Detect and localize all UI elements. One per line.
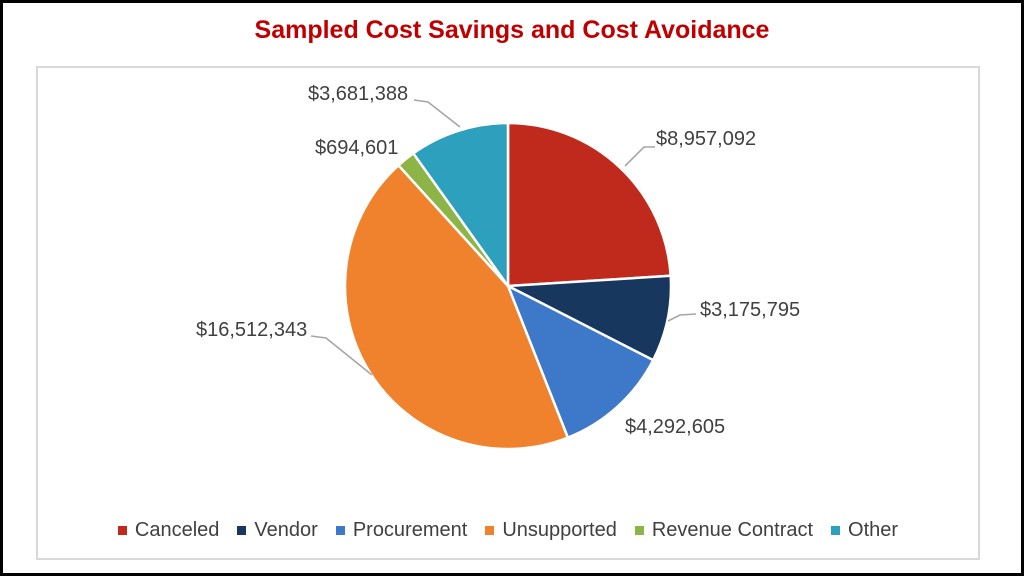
pie-chart bbox=[310, 99, 697, 451]
legend-label-unsupported: Unsupported bbox=[502, 518, 617, 541]
legend-label-procurement: Procurement bbox=[352, 518, 468, 541]
legend-marker-vendor bbox=[237, 525, 247, 535]
pie-slice-procurement[interactable] bbox=[506, 284, 655, 439]
leader-line-vendor bbox=[667, 313, 697, 322]
data-label-revenue-contract: $694,601 bbox=[315, 137, 399, 159]
chart-title: Sampled Cost Savings and Cost Avoidance bbox=[254, 16, 770, 44]
data-label-procurement: $4,292,605 bbox=[625, 416, 726, 438]
leader-line-canceled bbox=[624, 146, 655, 167]
legend-marker-other bbox=[831, 525, 841, 535]
data-label-canceled: $8,957,092 bbox=[656, 128, 757, 150]
legend-item-vendor[interactable]: Vendor bbox=[237, 518, 318, 542]
pie-slice-other[interactable] bbox=[412, 121, 510, 288]
pie-slice-vendor[interactable] bbox=[506, 274, 673, 362]
legend-label-revenue-contract: Revenue Contract bbox=[651, 518, 814, 541]
data-label-unsupported: $16,512,343 bbox=[196, 319, 308, 341]
legend-item-procurement[interactable]: Procurement bbox=[335, 518, 468, 542]
pie-slice-unsupported[interactable] bbox=[343, 164, 570, 451]
legend-item-revenue-contract[interactable]: Revenue Contract bbox=[634, 518, 814, 542]
legend-marker-revenue-contract bbox=[634, 525, 644, 535]
legend-label-vendor: Vendor bbox=[254, 518, 318, 541]
legend-marker-canceled bbox=[117, 525, 127, 535]
data-label-vendor: $3,175,795 bbox=[700, 299, 801, 321]
plot-area: $8,957,092 $3,175,795 $4,292,605 $16,512,34… bbox=[36, 66, 980, 560]
data-label-other: $3,681,388 bbox=[308, 83, 409, 105]
legend-label-canceled: Canceled bbox=[134, 518, 220, 541]
legend-item-other[interactable]: Other bbox=[831, 519, 898, 542]
legend-label-other: Other bbox=[848, 518, 899, 541]
plot-inner: $8,957,092 $3,175,795 $4,292,605 $16,512,34… bbox=[38, 68, 978, 558]
legend-marker-procurement bbox=[335, 525, 345, 535]
legend-item-unsupported[interactable]: Unsupported bbox=[485, 519, 617, 542]
legend: Canceled Vendor Procurement Unsupported Reve… bbox=[38, 514, 978, 546]
pie-slice-canceled[interactable] bbox=[506, 121, 672, 288]
legend-item-canceled[interactable]: Canceled bbox=[117, 518, 220, 542]
legend-marker-unsupported bbox=[485, 525, 495, 535]
leader-line-unsupported bbox=[310, 335, 373, 376]
leader-line-other bbox=[413, 99, 461, 128]
